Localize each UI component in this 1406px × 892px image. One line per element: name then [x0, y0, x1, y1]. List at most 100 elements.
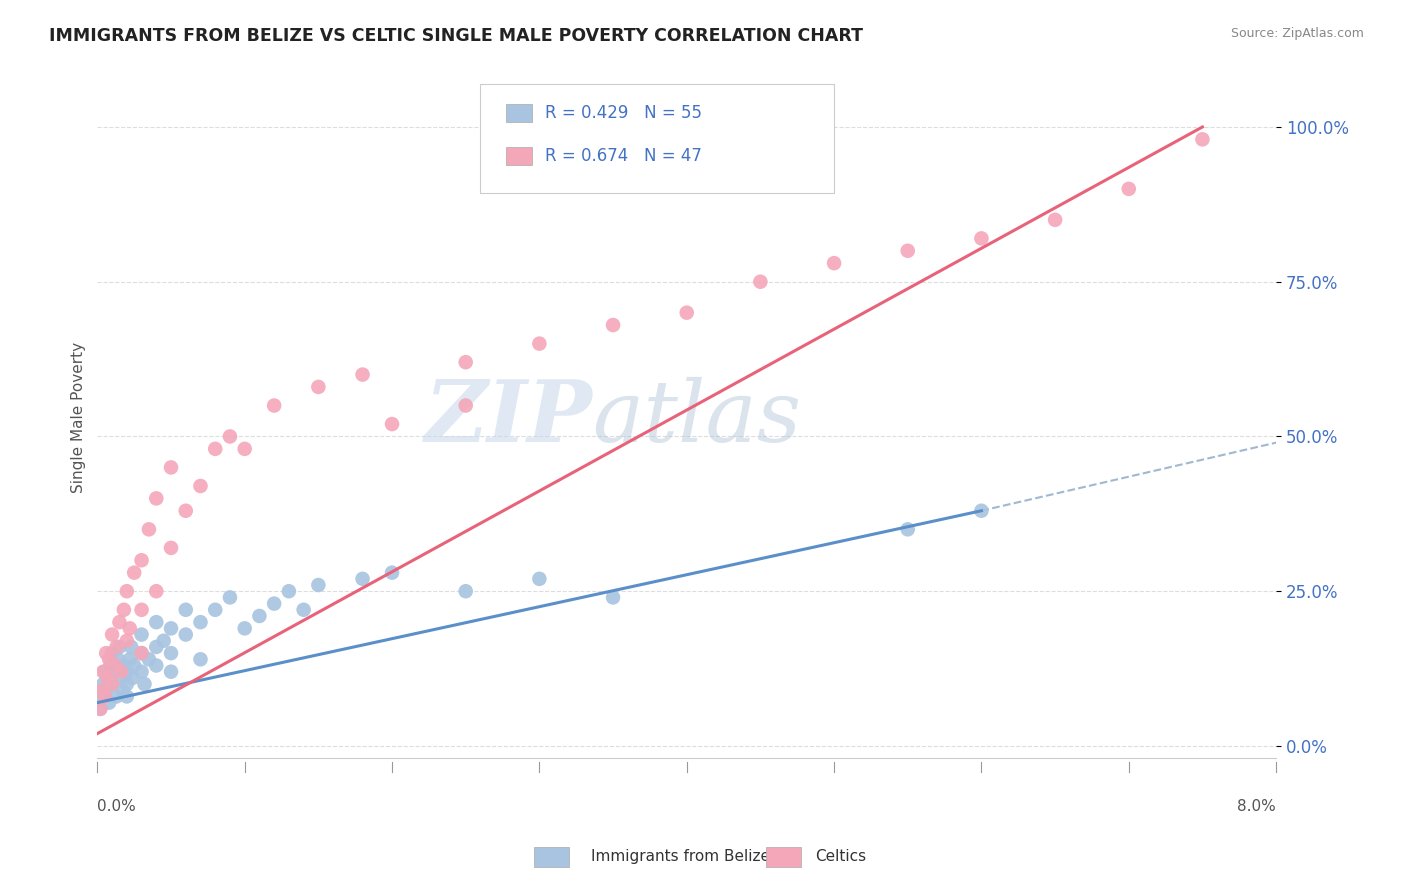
Point	[1191, 132, 1213, 146]
Point	[749, 275, 772, 289]
Point	[90, 683, 112, 698]
Point	[1043, 212, 1066, 227]
Point	[352, 368, 374, 382]
Text: Immigrants from Belize: Immigrants from Belize	[591, 849, 769, 863]
Point	[98, 652, 121, 666]
Point	[897, 522, 920, 536]
Point	[160, 460, 183, 475]
Point	[89, 702, 111, 716]
Point	[219, 429, 242, 443]
Point	[93, 690, 115, 704]
Text: atlas: atlas	[592, 376, 801, 459]
Point	[110, 665, 132, 679]
Point	[897, 244, 920, 258]
Point	[97, 671, 120, 685]
Point	[602, 591, 624, 605]
Point	[381, 417, 404, 431]
Point	[98, 696, 121, 710]
Point	[602, 318, 624, 332]
Point	[152, 633, 174, 648]
Point	[107, 652, 129, 666]
Point	[381, 566, 404, 580]
Point	[145, 491, 167, 506]
Point	[111, 683, 134, 698]
Point	[174, 603, 197, 617]
Point	[160, 646, 183, 660]
Point	[115, 584, 138, 599]
Point	[101, 627, 124, 641]
Point	[970, 231, 993, 245]
Point	[118, 621, 141, 635]
Point	[131, 646, 153, 660]
Point	[307, 578, 329, 592]
Point	[105, 640, 128, 654]
Point	[104, 665, 127, 679]
Point	[93, 665, 115, 679]
Text: 0.0%: 0.0%	[97, 799, 136, 814]
Text: ZIP: ZIP	[425, 376, 592, 459]
Point	[307, 380, 329, 394]
Point	[145, 615, 167, 629]
Point	[138, 522, 160, 536]
Point	[970, 504, 993, 518]
Point	[190, 652, 212, 666]
Point	[90, 690, 112, 704]
Y-axis label: Single Male Poverty: Single Male Poverty	[72, 343, 86, 493]
Point	[96, 646, 118, 660]
Point	[145, 658, 167, 673]
Point	[101, 646, 124, 660]
Point	[115, 633, 138, 648]
Point	[115, 665, 138, 679]
Point	[110, 671, 132, 685]
Point	[249, 609, 271, 624]
Point	[352, 572, 374, 586]
Point	[675, 306, 697, 320]
Point	[91, 665, 114, 679]
Point	[131, 603, 153, 617]
Point	[115, 677, 138, 691]
Point	[529, 336, 551, 351]
Point	[823, 256, 845, 270]
Point	[89, 702, 111, 716]
Point	[101, 677, 124, 691]
Point	[190, 479, 212, 493]
Point	[174, 627, 197, 641]
Point	[138, 652, 160, 666]
Point	[233, 621, 256, 635]
Text: Source: ZipAtlas.com: Source: ZipAtlas.com	[1230, 27, 1364, 40]
Point	[190, 615, 212, 629]
Point	[96, 683, 118, 698]
Point	[263, 597, 285, 611]
Point	[160, 541, 183, 555]
Point	[104, 658, 127, 673]
Point	[108, 615, 131, 629]
Point	[277, 584, 299, 599]
Point	[122, 658, 145, 673]
Point	[160, 665, 183, 679]
Point	[101, 677, 124, 691]
Point	[121, 671, 143, 685]
Point	[91, 677, 114, 691]
Point	[454, 399, 477, 413]
Point	[97, 671, 120, 685]
Text: R = 0.674   N = 47: R = 0.674 N = 47	[546, 147, 702, 165]
Point	[219, 591, 242, 605]
Point	[454, 584, 477, 599]
Point	[145, 640, 167, 654]
Point	[131, 646, 153, 660]
Point	[131, 665, 153, 679]
Point	[122, 566, 145, 580]
Point	[100, 658, 122, 673]
Point	[160, 621, 183, 635]
Text: Celtics: Celtics	[815, 849, 866, 863]
Point	[112, 603, 135, 617]
Point	[145, 584, 167, 599]
Point	[120, 640, 142, 654]
FancyBboxPatch shape	[506, 103, 533, 121]
FancyBboxPatch shape	[481, 84, 834, 194]
FancyBboxPatch shape	[506, 147, 533, 165]
Text: 8.0%: 8.0%	[1237, 799, 1277, 814]
Point	[204, 442, 226, 456]
Point	[292, 603, 315, 617]
Point	[454, 355, 477, 369]
